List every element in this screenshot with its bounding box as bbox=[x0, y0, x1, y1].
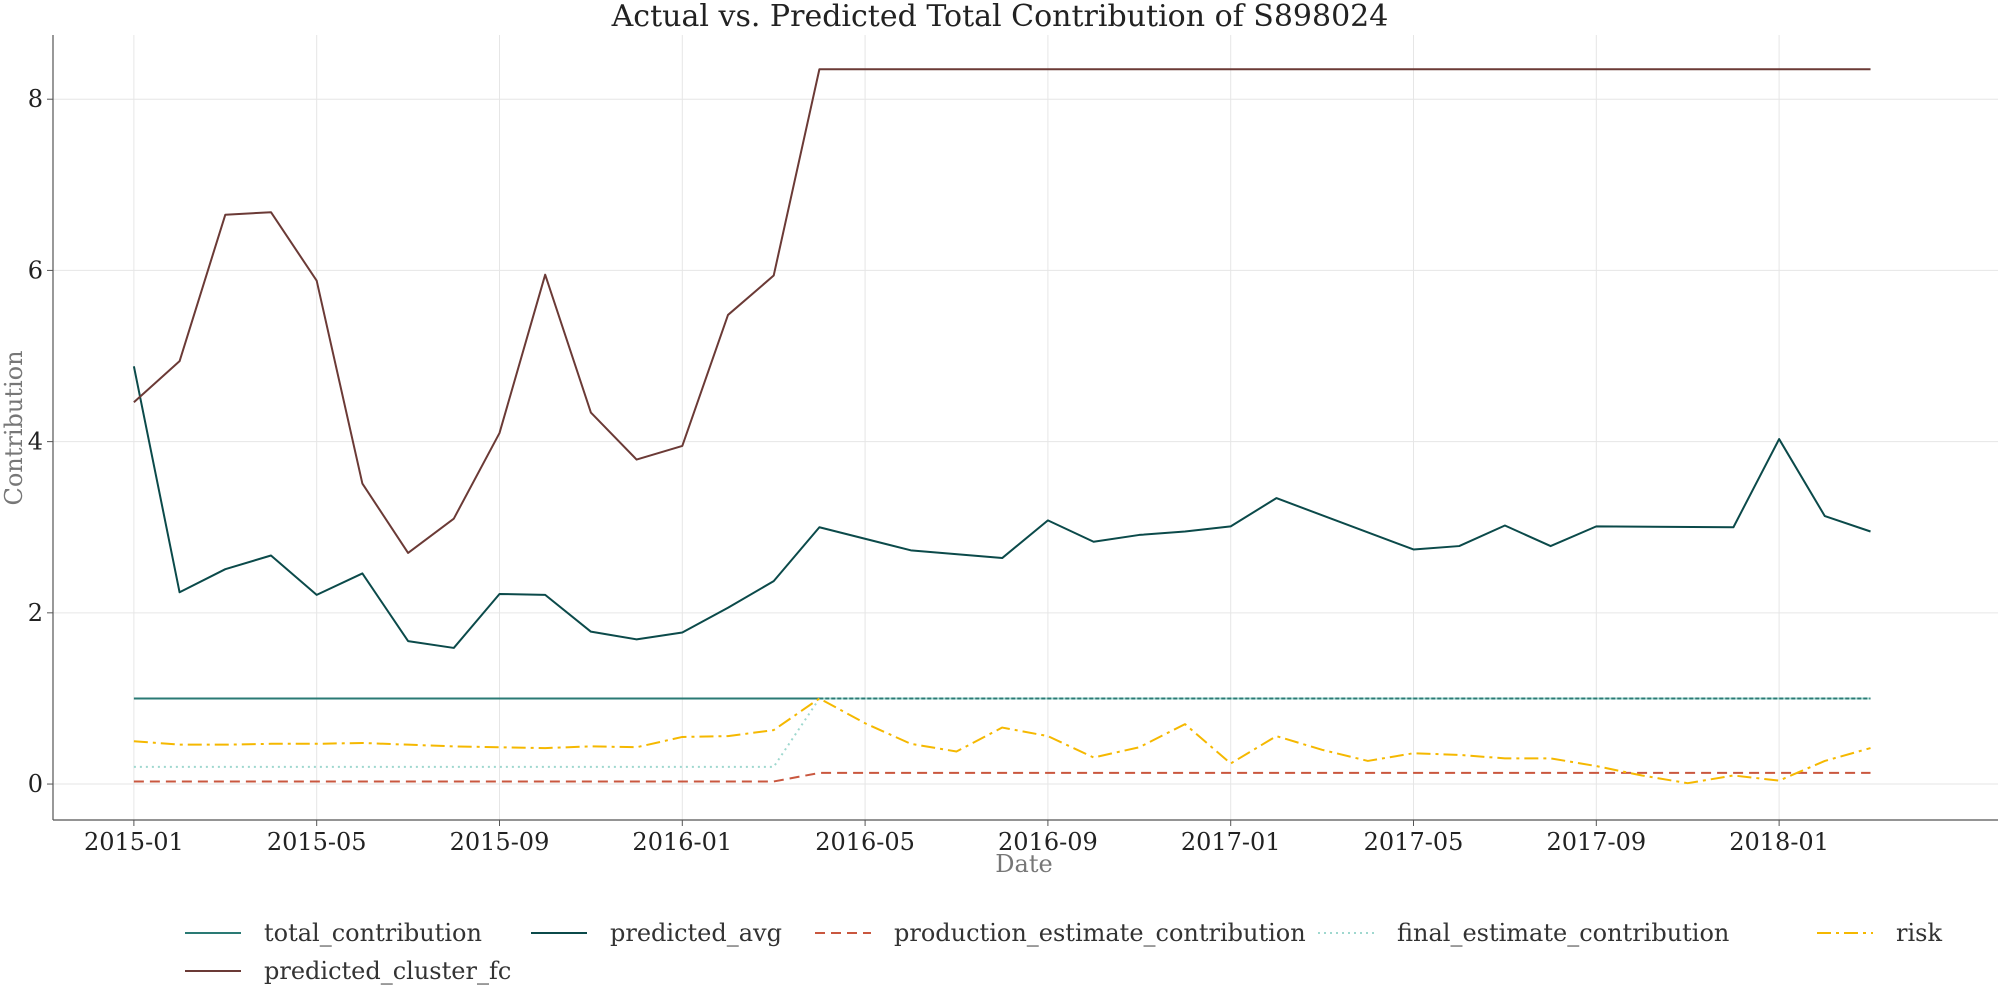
series-line-risk bbox=[133, 697, 1871, 785]
x-axis-label: Date bbox=[995, 850, 1052, 878]
legend-label: risk bbox=[1896, 919, 1942, 947]
x-tick-label: 2015-01 bbox=[84, 828, 184, 856]
y-tick-label: 4 bbox=[28, 428, 43, 456]
y-tick-label: 6 bbox=[28, 256, 43, 284]
y-tick-label: 2 bbox=[28, 599, 43, 627]
x-tick-label: 2018-01 bbox=[1729, 828, 1829, 856]
series-line-predicted-avg bbox=[132, 366, 1871, 649]
x-tick-label: 2016-05 bbox=[815, 828, 915, 856]
legend-label: predicted_avg bbox=[610, 919, 782, 947]
series-line-predicted-cluster-fc bbox=[133, 68, 1871, 554]
x-tick-label: 2017-05 bbox=[1364, 828, 1464, 856]
x-tick-label: 2016-01 bbox=[632, 828, 732, 856]
legend-label: production_estimate_contribution bbox=[894, 919, 1306, 947]
x-tick-labels: 2015-01 2015-05 2015-09 2016-01 2016-05 2016-… bbox=[84, 820, 1829, 856]
x-tick-label: 2017-09 bbox=[1546, 828, 1646, 856]
legend-label: final_estimate_contribution bbox=[1397, 919, 1729, 947]
axes bbox=[52, 35, 1998, 821]
series-line-final-estimate-contribution bbox=[133, 697, 1871, 768]
series-line-production-estimate-contribution bbox=[133, 771, 1871, 783]
legend: total_contribution predicted_avg productio… bbox=[185, 919, 1942, 985]
y-tick-label: 8 bbox=[28, 85, 43, 113]
x-tick-label: 2016-09 bbox=[998, 828, 1098, 856]
x-tick-label: 2015-05 bbox=[267, 828, 367, 856]
legend-label: total_contribution bbox=[264, 919, 482, 947]
x-tick-label: 2017-01 bbox=[1181, 828, 1281, 856]
legend-label: predicted_cluster_fc bbox=[264, 957, 511, 985]
series-layer bbox=[132, 68, 1871, 785]
y-tick-label: 0 bbox=[28, 770, 43, 798]
y-axis-label: Contribution bbox=[0, 350, 28, 505]
grid bbox=[53, 35, 1998, 820]
y-tick-labels: 0 2 4 6 8 bbox=[28, 85, 53, 798]
x-tick-label: 2015-09 bbox=[450, 828, 550, 856]
chart-title: Actual vs. Predicted Total Contribution … bbox=[611, 0, 1389, 34]
